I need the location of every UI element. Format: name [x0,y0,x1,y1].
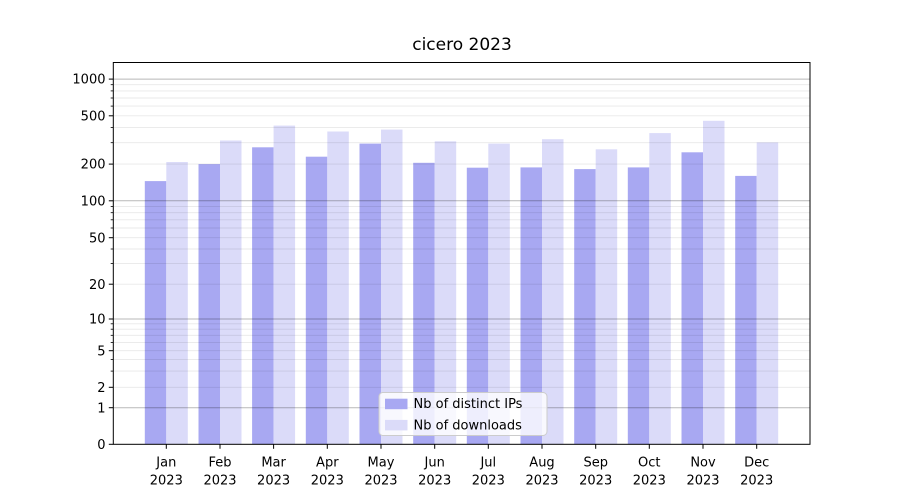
bar-distinct-ips-dec [735,175,757,445]
x-tick-label-year-oct: 2023 [633,474,666,489]
y-tick-label-2: 2 [97,381,105,396]
bar-distinct-ips-apr [305,156,328,445]
bars-layer [144,120,779,445]
x-tick-label-month-nov: Nov [690,456,716,471]
bar-downloads-jan [166,162,188,445]
x-tick-label-year-sep: 2023 [579,474,612,489]
y-tick-label-1: 1 [97,401,105,416]
x-tick-label-year-nov: 2023 [686,474,719,489]
y-tick-label-1000: 1000 [72,73,105,88]
bar-distinct-ips-mar [252,147,274,445]
y-tick-label-20: 20 [89,278,106,293]
legend-box [378,392,548,436]
y-tick-label-50: 50 [89,231,106,246]
x-tick-label-year-aug: 2023 [525,474,558,489]
legend-label-distinct-ips: Nb of distinct IPs [414,397,523,412]
x-tick-label-month-jul: Jul [479,456,496,471]
bar-distinct-ips-nov [681,152,703,445]
x-tick-label-year-jul: 2023 [472,474,505,489]
tick-layer [108,78,758,449]
x-tick-label-month-apr: Apr [316,456,339,471]
bar-distinct-ips-jun [413,162,435,445]
bar-downloads-dec [756,142,779,445]
x-tick-label-year-jun: 2023 [418,474,451,489]
y-tick-label-10: 10 [89,313,106,328]
x-tick-label-month-aug: Aug [529,456,554,471]
x-tick-label-month-feb: Feb [208,456,231,471]
bar-downloads-feb [220,140,242,445]
axes-spines [112,62,811,445]
x-tick-label-month-may: May [368,456,395,471]
bar-downloads-apr [327,131,349,445]
y-tick-label-5: 5 [97,344,105,359]
legend: Nb of distinct IPs Nb of downloads [378,392,548,436]
bar-downloads-mar [273,125,296,445]
legend-swatch-downloads [385,419,408,431]
bar-downloads-jun [434,141,457,445]
x-tick-label-month-jan: Jan [155,456,176,471]
x-tick-label-year-jan: 2023 [150,474,183,489]
y-tick-label-200: 200 [81,158,106,173]
bar-downloads-sep [595,149,618,445]
x-tick-label-month-jun: Jun [424,456,445,471]
bar-distinct-ips-aug [520,167,542,445]
x-tick-label-year-may: 2023 [364,474,397,489]
x-tick-label-year-apr: 2023 [311,474,344,489]
bar-distinct-ips-oct [627,167,650,445]
x-tick-label-year-mar: 2023 [257,474,290,489]
x-tick-label-month-dec: Dec [744,456,769,471]
y-tick-label-0: 0 [97,438,105,453]
bar-downloads-aug [542,139,564,445]
legend-label-downloads: Nb of downloads [414,418,523,433]
legend-swatch-distinct-ips [385,398,408,410]
x-tick-label-month-mar: Mar [261,456,286,471]
bar-downloads-jul [488,143,510,445]
y-tick-label-500: 500 [81,109,106,124]
bar-distinct-ips-jan [144,181,167,445]
bar-downloads-oct [649,133,671,445]
bar-downloads-nov [703,120,725,445]
x-tick-label-month-oct: Oct [638,456,660,471]
bar-distinct-ips-feb [198,164,220,445]
bar-distinct-ips-sep [574,169,596,445]
chart-title: cicero 2023 [412,35,512,55]
axis-labels-layer: 0 1 2 5 10 20 50 100 200 500 1000 Jan 2023 Feb 2023 Mar… [72,73,773,489]
grid-layer [113,78,810,409]
x-tick-label-year-feb: 2023 [203,474,236,489]
x-tick-label-year-dec: 2023 [740,474,773,489]
bar-distinct-ips-may [359,143,381,445]
bar-downloads-may [381,129,403,445]
bar-distinct-ips-jul [466,167,489,445]
x-tick-label-month-sep: Sep [583,456,608,471]
y-tick-label-100: 100 [81,194,106,209]
